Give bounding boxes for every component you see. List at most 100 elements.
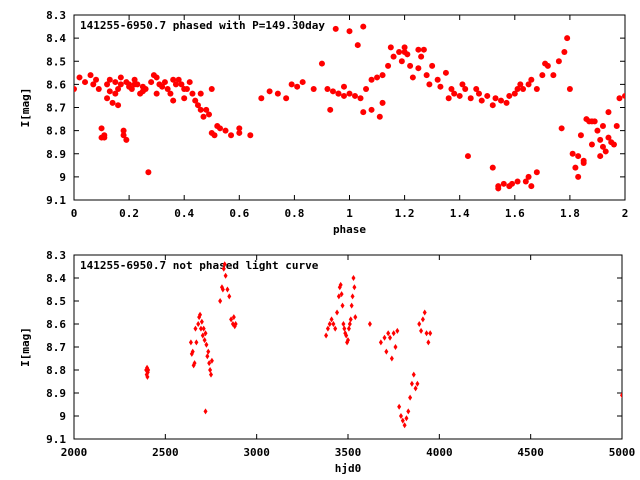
data-point [329, 316, 334, 323]
data-point [462, 86, 469, 92]
data-point [247, 132, 254, 139]
data-points [144, 261, 622, 429]
data-point [396, 49, 403, 55]
data-point [161, 79, 168, 86]
data-point [498, 97, 505, 104]
data-point [420, 46, 427, 53]
data-point [128, 86, 135, 92]
data-point [208, 86, 215, 92]
data-point [131, 81, 138, 88]
data-point [400, 417, 405, 424]
data-point [415, 65, 422, 72]
y-tick-label: 8.5 [46, 55, 66, 68]
data-point [199, 318, 204, 325]
y-tick-label: 9.1 [46, 433, 66, 446]
data-point [511, 90, 518, 97]
data-point [146, 367, 151, 373]
y-tick-label: 8.3 [46, 9, 66, 22]
data-point [407, 62, 414, 69]
data-point [424, 330, 429, 337]
data-point [327, 106, 334, 113]
data-point [566, 86, 573, 92]
data-point [544, 62, 551, 69]
x-tick-label: 0.8 [284, 207, 304, 220]
data-point [221, 265, 226, 272]
data-point [434, 76, 441, 83]
data-point [87, 72, 94, 79]
data-point [283, 95, 290, 102]
data-point [331, 321, 336, 327]
data-point [98, 125, 105, 132]
data-point [104, 95, 111, 102]
x-tick-label: 5000 [609, 446, 636, 459]
data-point [175, 76, 182, 83]
data-point [575, 153, 582, 160]
x-tick-label: 1.6 [505, 207, 525, 220]
data-point [409, 380, 414, 387]
data-point [363, 86, 370, 92]
x-tick-label: 1.8 [560, 207, 580, 220]
data-point [93, 76, 100, 83]
data-point [181, 95, 188, 102]
data-point [561, 49, 568, 55]
x-axis-title: phase [333, 223, 366, 236]
data-point [115, 102, 122, 109]
data-point [404, 415, 409, 422]
data-point [209, 357, 214, 364]
data-point [597, 136, 604, 143]
data-point [112, 90, 119, 97]
x-tick-label: 2 [622, 207, 629, 220]
data-point [335, 90, 342, 97]
data-point [329, 88, 336, 95]
data-point [225, 286, 230, 293]
data-point [588, 118, 595, 125]
data-point [360, 23, 367, 30]
data-point [374, 74, 381, 81]
y-tick-label: 8.7 [46, 341, 66, 354]
data-point [324, 86, 331, 92]
data-point [391, 330, 396, 337]
data-point [423, 72, 430, 79]
data-point [223, 272, 228, 279]
data-point [467, 95, 474, 102]
data-point [528, 76, 535, 83]
data-point [205, 353, 210, 360]
data-point [605, 134, 612, 141]
x-tick-label: 0.4 [174, 207, 194, 220]
plot-frame [73, 14, 626, 201]
data-point [426, 81, 433, 88]
data-point [170, 97, 177, 104]
data-point [188, 339, 193, 346]
x-tick-label: 1.2 [395, 207, 415, 220]
data-point [386, 330, 391, 337]
data-point [350, 293, 355, 300]
y-tick-label: 8.6 [46, 318, 66, 331]
data-point [398, 413, 403, 419]
data-point [500, 180, 507, 187]
data-point [533, 86, 540, 92]
data-point [492, 95, 499, 102]
data-point [517, 81, 524, 88]
data-point [258, 95, 265, 102]
data-point [101, 132, 108, 139]
data-point [109, 99, 116, 106]
data-point [190, 348, 195, 355]
data-point [550, 72, 557, 79]
data-point [397, 403, 402, 410]
data-point [335, 309, 340, 316]
data-point [339, 291, 344, 298]
data-point [528, 183, 535, 190]
data-point [131, 76, 138, 83]
data-point [201, 325, 206, 332]
data-point [117, 74, 124, 81]
data-point [393, 344, 398, 350]
data-point [186, 79, 193, 86]
data-point [419, 327, 424, 334]
chart-title: 141255-6950.7 phased with P=149.30day [80, 19, 325, 32]
y-tick-label: 9.1 [46, 194, 66, 207]
data-point [525, 81, 532, 88]
data-point [115, 86, 122, 92]
data-point [616, 95, 623, 102]
data-point [464, 153, 471, 160]
data-point [401, 49, 408, 55]
